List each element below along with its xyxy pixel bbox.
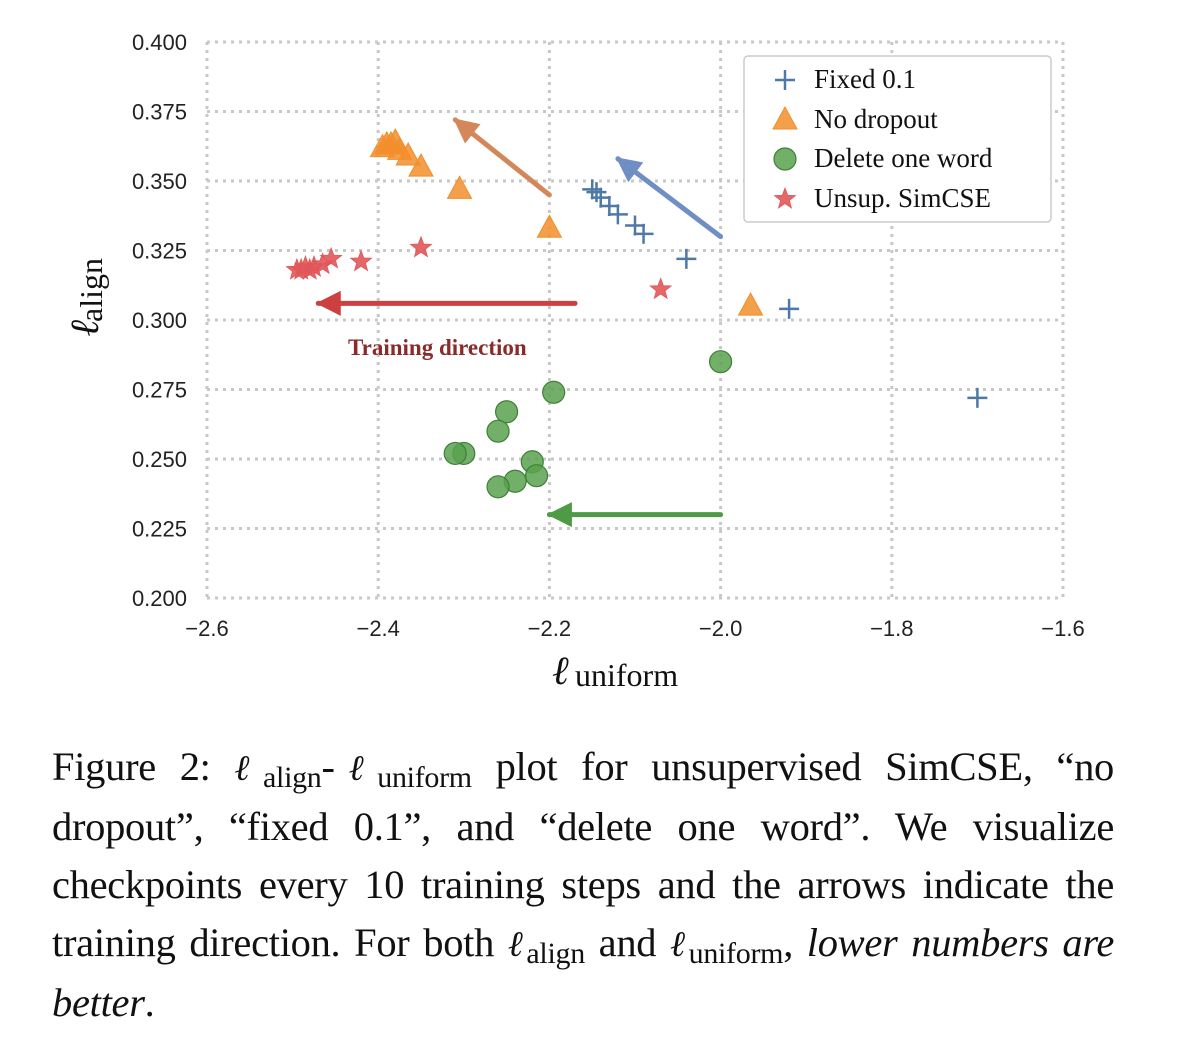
point-fixed (633, 223, 654, 244)
sub-align: align (526, 937, 585, 970)
data-markers (285, 128, 988, 499)
point-fixed (779, 298, 800, 319)
sub-uniform: uniform (688, 937, 784, 970)
x-tick-label: −1.6 (1041, 616, 1084, 641)
training-arrows (315, 117, 724, 528)
legend-label-fixed: Fixed 0.1 (814, 64, 916, 94)
point-delete (486, 475, 510, 499)
point-delete (495, 400, 519, 424)
legend-marker-nodrop (772, 105, 798, 130)
y-tick-label: 0.375 (132, 100, 187, 125)
legend-markers (772, 70, 798, 209)
point-delete (708, 350, 733, 374)
caption-dash: - (321, 744, 335, 789)
caption-end: . (144, 980, 155, 1025)
training-direction-annotation: Training direction (348, 335, 527, 360)
point-fixed (676, 248, 697, 269)
x-tick-label: −2.6 (185, 616, 228, 641)
x-axis-subscript: uniform (575, 657, 678, 693)
point-nodrop (369, 133, 396, 158)
point-delete (486, 419, 510, 443)
x-axis-symbol: ℓ (552, 648, 569, 694)
caption-body: plot for unsupervised SimCSE, “no dropou… (52, 744, 1115, 965)
point-nodrop (737, 292, 764, 316)
point-delete (542, 380, 566, 404)
point-delete (443, 441, 467, 466)
caption-and: and (598, 920, 670, 965)
caption-comma: , (783, 920, 807, 965)
legend-label-nodrop: No dropout (814, 104, 938, 134)
point-nodrop (446, 175, 473, 199)
legend-marker-delete (773, 147, 797, 171)
y-tick-label: 0.250 (132, 447, 187, 472)
sub-align: align (263, 761, 322, 794)
point-simcse (349, 249, 373, 272)
y-tick-label: 0.350 (132, 169, 187, 194)
x-axis-title: ℓ uniform (552, 648, 678, 694)
caption-label: Figure 2: (52, 744, 211, 789)
x-tick-label: −2.0 (699, 616, 742, 641)
point-fixed (590, 187, 611, 208)
y-tick-label: 0.400 (132, 30, 187, 55)
point-fixed (625, 215, 645, 236)
y-tick-label: 0.275 (132, 378, 187, 403)
ell-symbol: ℓ (234, 748, 264, 789)
point-fixed (967, 387, 988, 408)
axis-ticks: −2.6 −2.4 −2.2 −2.0 −1.8 −1.6 0.200 0.225 0.250 0… (132, 30, 1085, 641)
legend-label-delete: Delete one word (814, 143, 993, 173)
y-tick-label: 0.300 (132, 308, 187, 333)
chart-figure: −2.6 −2.4 −2.2 −2.0 −1.8 −1.6 0.200 0.225 0.250 0… (62, 30, 1085, 694)
legend-label-simcse: Unsup. SimCSE (814, 183, 991, 213)
point-fixed (607, 204, 628, 225)
y-axis-subscript: align (73, 258, 109, 322)
x-tick-label: −2.2 (528, 616, 571, 641)
sub-uniform: uniform (377, 761, 472, 794)
point-simcse (285, 257, 309, 280)
arrow-fixed-0-1 (615, 156, 724, 240)
caption-emphasis: lower numbers are better (52, 920, 1114, 1025)
legend-box (743, 55, 1052, 223)
point-fixed (586, 182, 607, 203)
point-fixed (582, 179, 603, 200)
point-nodrop (536, 214, 563, 238)
legend: Fixed 0.1 No dropout Delete one word Uns… (743, 55, 1052, 223)
x-tick-label: −1.8 (870, 616, 913, 641)
point-simcse (409, 235, 433, 258)
y-tick-label: 0.200 (132, 586, 187, 611)
ell-symbol: ℓ (334, 748, 378, 789)
y-axis-title: ℓ align (62, 258, 109, 337)
ell-symbol: ℓ (670, 924, 689, 965)
point-delete (524, 464, 549, 488)
legend-marker-simcse (773, 186, 797, 209)
x-tick-label: −2.4 (356, 616, 399, 641)
legend-marker-fixed (775, 70, 795, 90)
point-fixed (599, 196, 620, 217)
ell-symbol: ℓ (507, 924, 527, 965)
point-simcse (649, 277, 673, 300)
y-axis-symbol: ℓ (62, 320, 108, 337)
arrow-no-dropout (452, 117, 552, 198)
figure-caption: Figure 2: ℓalign-ℓuniform plot for unsup… (52, 738, 1114, 1032)
y-tick-label: 0.325 (132, 239, 187, 264)
y-tick-label: 0.225 (132, 517, 187, 542)
